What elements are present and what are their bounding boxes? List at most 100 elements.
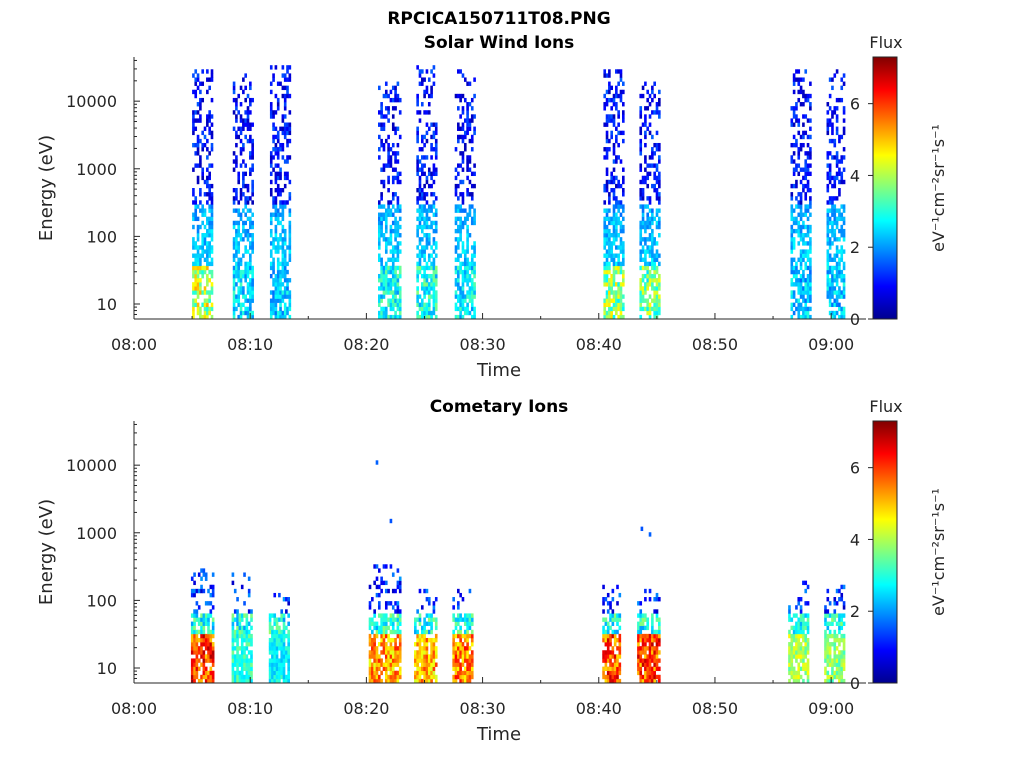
heatmap-cell bbox=[615, 93, 618, 99]
heatmap-cell bbox=[653, 151, 656, 156]
heatmap-cell bbox=[204, 613, 208, 618]
heatmap-cell bbox=[809, 282, 812, 287]
heatmap-cell bbox=[283, 241, 287, 246]
heatmap-cell bbox=[274, 179, 278, 185]
heatmap-cell bbox=[425, 138, 429, 144]
heatmap-cell bbox=[610, 233, 613, 238]
heatmap-cell bbox=[833, 233, 837, 238]
heatmap-cell bbox=[468, 167, 472, 172]
heatmap-cell bbox=[835, 310, 839, 316]
heatmap-cell bbox=[269, 273, 273, 279]
heatmap-cell bbox=[384, 658, 388, 663]
heatmap-cell bbox=[236, 609, 239, 614]
heatmap-cell bbox=[208, 216, 211, 222]
heatmap-cell bbox=[380, 621, 383, 626]
heatmap-cell bbox=[609, 625, 612, 631]
heatmap-cell bbox=[824, 670, 827, 676]
heatmap-cell bbox=[199, 265, 202, 271]
heatmap-cell bbox=[788, 629, 791, 635]
heatmap-cell bbox=[286, 69, 289, 74]
heatmap-cell bbox=[190, 670, 194, 676]
heatmap-cell bbox=[273, 666, 277, 672]
heatmap-cell bbox=[279, 81, 282, 86]
heatmap-cell bbox=[831, 286, 834, 291]
heatmap-cell bbox=[394, 609, 397, 614]
heatmap-cell bbox=[243, 633, 246, 639]
heatmap-cell bbox=[278, 658, 281, 663]
heatmap-cell bbox=[466, 613, 469, 618]
heatmap-cell bbox=[473, 77, 476, 82]
heatmap-cell bbox=[611, 617, 615, 622]
heatmap-cell bbox=[272, 212, 275, 217]
heatmap-cell bbox=[466, 155, 469, 160]
heatmap-cell bbox=[792, 110, 796, 115]
heatmap-cell bbox=[375, 625, 379, 631]
heatmap-cell bbox=[244, 171, 247, 177]
heatmap-cell bbox=[788, 642, 791, 647]
heatmap-cell bbox=[622, 302, 625, 308]
heatmap-cell bbox=[396, 228, 400, 234]
heatmap-cell bbox=[283, 97, 287, 103]
heatmap-cell bbox=[653, 81, 656, 86]
heatmap-cell bbox=[831, 183, 834, 189]
heatmap-cell bbox=[425, 658, 429, 663]
heatmap-cell bbox=[842, 130, 846, 136]
heatmap-cell bbox=[646, 196, 650, 201]
heatmap-cell bbox=[203, 179, 207, 185]
heatmap-cell bbox=[797, 666, 801, 672]
heatmap-cell bbox=[840, 584, 844, 590]
heatmap-cell bbox=[461, 224, 465, 230]
heatmap-cell bbox=[806, 241, 810, 246]
heatmap-cell bbox=[197, 621, 201, 626]
heatmap-cell bbox=[427, 273, 431, 279]
colorbar-tick-label: 0 bbox=[850, 310, 860, 329]
heatmap-cell bbox=[824, 666, 827, 672]
heatmap-cell bbox=[473, 249, 476, 254]
heatmap-cell bbox=[389, 286, 393, 291]
heatmap-cell bbox=[790, 208, 794, 213]
heatmap-cell bbox=[425, 200, 429, 205]
heatmap-cell bbox=[197, 646, 201, 651]
heatmap-cell bbox=[790, 294, 794, 299]
heatmap-cell bbox=[285, 654, 288, 659]
heatmap-cell bbox=[281, 204, 285, 209]
heatmap-cell bbox=[434, 228, 438, 234]
heatmap-cell bbox=[199, 261, 202, 267]
heatmap-cell bbox=[239, 290, 243, 295]
heatmap-cell bbox=[274, 147, 278, 152]
heatmap-cell bbox=[283, 257, 287, 262]
heatmap-cell bbox=[207, 650, 210, 655]
heatmap-cell bbox=[468, 138, 472, 144]
heatmap-cell bbox=[842, 179, 846, 185]
heatmap-cell bbox=[615, 175, 618, 181]
heatmap-cell bbox=[240, 613, 244, 618]
heatmap-cell bbox=[418, 188, 422, 193]
heatmap-cell bbox=[208, 310, 211, 316]
heatmap-cell bbox=[622, 118, 625, 123]
heatmap-cell bbox=[797, 257, 801, 262]
heatmap-cell bbox=[232, 85, 236, 91]
heatmap-cell bbox=[394, 192, 397, 197]
heatmap-cell bbox=[430, 142, 433, 148]
heatmap-cell bbox=[463, 134, 467, 140]
heatmap-cell bbox=[414, 621, 417, 626]
heatmap-cell bbox=[240, 678, 244, 684]
heatmap-cell bbox=[269, 163, 273, 168]
heatmap-cell bbox=[245, 670, 249, 676]
heatmap-cell bbox=[423, 629, 426, 635]
heatmap-cell bbox=[617, 208, 620, 213]
heatmap-cell bbox=[389, 97, 393, 103]
heatmap-cell bbox=[237, 278, 241, 283]
heatmap-cell bbox=[237, 290, 241, 295]
colorbar-label: eV⁻¹cm⁻²sr⁻¹s⁻¹ bbox=[929, 124, 948, 252]
heatmap-cell bbox=[242, 147, 245, 152]
heatmap-cell bbox=[249, 241, 252, 246]
heatmap-cell bbox=[840, 294, 844, 299]
heatmap-cell bbox=[394, 269, 397, 275]
heatmap-cell bbox=[651, 89, 654, 95]
heatmap-cell bbox=[247, 658, 251, 663]
heatmap-cell bbox=[427, 314, 431, 320]
heatmap-cell bbox=[835, 245, 839, 250]
heatmap-cell bbox=[658, 298, 661, 303]
heatmap-cell bbox=[430, 183, 433, 189]
